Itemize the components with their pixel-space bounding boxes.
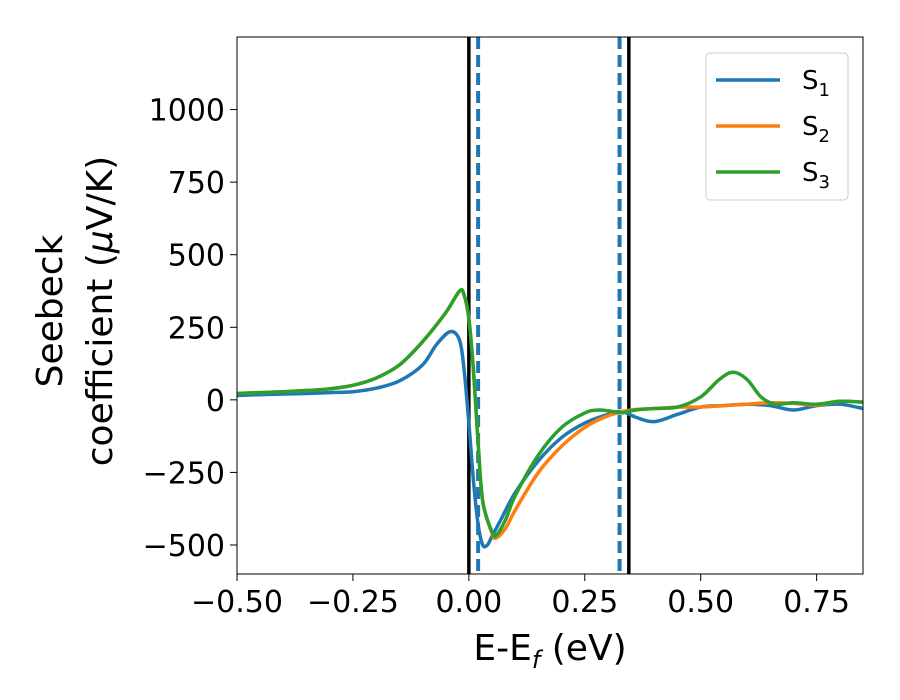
y-axis-label-text1: Seebeck (30, 234, 71, 387)
y-tick-label: 500 (168, 239, 225, 274)
y-tick-label: −250 (143, 456, 225, 491)
legend-label-s3: S3 (802, 158, 830, 193)
x-axis-label: E-Ef (eV) (473, 628, 626, 674)
x-axis-label-main: E-E (473, 628, 531, 669)
x-tick-label: −0.25 (307, 585, 399, 620)
x-tick-label: 0.00 (435, 585, 502, 620)
legend-label-s1: S1 (802, 66, 830, 101)
x-tick-label: 0.25 (551, 585, 618, 620)
y-axis-label-line1: Seebeck (30, 234, 71, 387)
y-tick-label: 0 (206, 384, 225, 419)
series-line-s3 (237, 288, 863, 539)
y-axis-label-mu: μ (80, 230, 121, 254)
plot-area (237, 37, 863, 574)
plot-frame (236, 36, 864, 575)
y-tick-label: −500 (143, 529, 225, 564)
y-tick-label: 250 (168, 311, 225, 346)
y-axis-label-line2: coefficient (μV/K) (80, 156, 121, 466)
legend-label-s2: S2 (802, 112, 830, 147)
x-tick-label: 0.50 (667, 585, 734, 620)
axes-ticks: −0.50 −0.25 0.00 0.25 0.50 0.75 −500 −250 0 250 50… (143, 94, 850, 620)
x-axis-label-unit: (eV) (540, 628, 626, 669)
y-tick-label: 1000 (149, 94, 225, 129)
x-tick-label: −0.50 (191, 585, 283, 620)
y-axis-label-unit: V/K) (80, 156, 121, 230)
y-axis-label-text2: coefficient ( (80, 253, 121, 466)
legend: S1 S2 S3 (705, 52, 849, 201)
y-tick-label: 750 (168, 166, 225, 201)
x-tick-label: 0.75 (783, 585, 850, 620)
